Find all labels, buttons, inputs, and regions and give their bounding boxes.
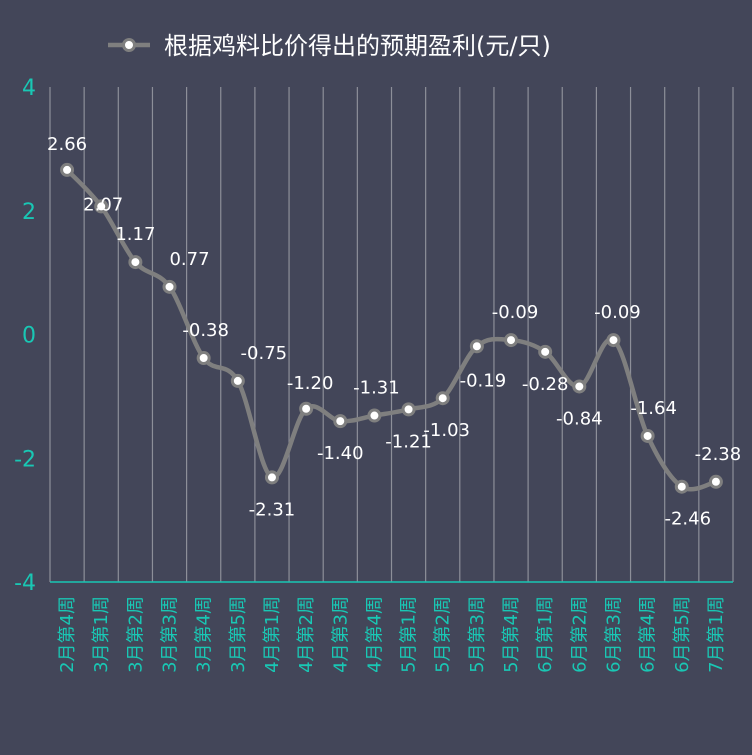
data-label: 1.17: [115, 224, 155, 245]
data-label: 2.66: [47, 134, 87, 155]
data-label: -1.21: [385, 431, 432, 452]
data-label: 0.77: [169, 249, 209, 270]
data-point: [674, 479, 689, 494]
data-point: [367, 408, 382, 423]
data-label: -0.19: [460, 370, 507, 391]
data-label: -0.09: [492, 302, 539, 323]
data-label: -2.38: [695, 444, 742, 465]
x-tick-label: 3月第5周: [228, 596, 249, 673]
x-tick-label: 5月第4周: [501, 596, 522, 673]
data-point: [504, 333, 519, 348]
data-label: 2.07: [83, 194, 123, 215]
x-tick-label: 6月第2周: [569, 596, 590, 673]
x-tick-label: 6月第3周: [603, 596, 624, 673]
x-tick-label: 4月第3周: [330, 596, 351, 673]
x-tick-label: 6月第5周: [672, 596, 693, 673]
data-label: -0.09: [594, 302, 641, 323]
data-labels: 2.66 2.07 1.17 0.77 -0.38 -0.75 -2.31 -1.20 -1.4…: [47, 134, 741, 530]
gridlines: [49, 87, 734, 582]
x-tick-label: 4月第1周: [262, 596, 283, 673]
data-point: [469, 339, 484, 354]
x-tick-label: 5月第3周: [467, 596, 488, 673]
x-tick-label: 3月第1周: [91, 596, 112, 673]
data-point: [606, 333, 621, 348]
x-tick-label: 3月第3周: [160, 596, 181, 673]
x-tick-label: 5月第2周: [433, 596, 454, 673]
data-label: -0.75: [241, 343, 288, 364]
data-point: [196, 351, 211, 366]
x-tick-label: 4月第4周: [364, 596, 385, 673]
y-tick-label: 2: [22, 200, 36, 225]
data-label: -0.84: [556, 408, 603, 429]
data-point: [60, 162, 75, 177]
data-point: [708, 474, 723, 489]
legend-swatch-marker: [122, 38, 136, 52]
data-point: [162, 279, 177, 294]
data-point: [128, 255, 143, 270]
data-point: [572, 379, 587, 394]
x-tick-label: 5月第1周: [399, 596, 420, 673]
x-tick-label: 3月第2周: [125, 596, 146, 673]
x-tick-label: 7月第1周: [706, 596, 727, 673]
x-tick-label: 6月第1周: [535, 596, 556, 673]
data-point: [333, 414, 348, 429]
data-label: -1.03: [423, 420, 470, 441]
y-tick-label: 0: [22, 324, 36, 349]
legend-label: 根据鸡料比价得出的预期盈利(元/只): [164, 32, 551, 60]
x-tick-label: 6月第4周: [638, 596, 659, 673]
data-label: -1.40: [317, 443, 364, 464]
legend: 根据鸡料比价得出的预期盈利(元/只): [108, 32, 551, 60]
data-label: -1.31: [353, 378, 400, 399]
y-tick-label: 4: [22, 76, 36, 101]
data-point: [538, 344, 553, 359]
x-tick-label: 4月第2周: [296, 596, 317, 673]
y-tick-label: -4: [14, 571, 36, 596]
x-tick-label: 3月第4周: [194, 596, 215, 673]
data-point: [299, 401, 314, 416]
axes: 4 2 0 -2 -4 2月第4周 3月第1周 3月第2周 3月第3周 3月第4周 3月第5周 4月第…: [14, 76, 733, 673]
data-point: [264, 470, 279, 485]
data-point: [401, 402, 416, 417]
x-tick-label: 2月第4周: [57, 596, 78, 673]
data-point: [640, 428, 655, 443]
data-label: -1.64: [630, 398, 677, 419]
data-label: -2.46: [664, 509, 711, 530]
data-label: -1.20: [287, 373, 334, 394]
series-layer: [60, 162, 723, 494]
data-point: [94, 199, 109, 214]
data-label: -0.28: [522, 374, 569, 395]
data-point: [435, 391, 450, 406]
data-point: [230, 373, 245, 388]
data-label: -2.31: [249, 499, 296, 520]
y-tick-label: -2: [14, 447, 36, 472]
data-label: -0.38: [182, 320, 229, 341]
